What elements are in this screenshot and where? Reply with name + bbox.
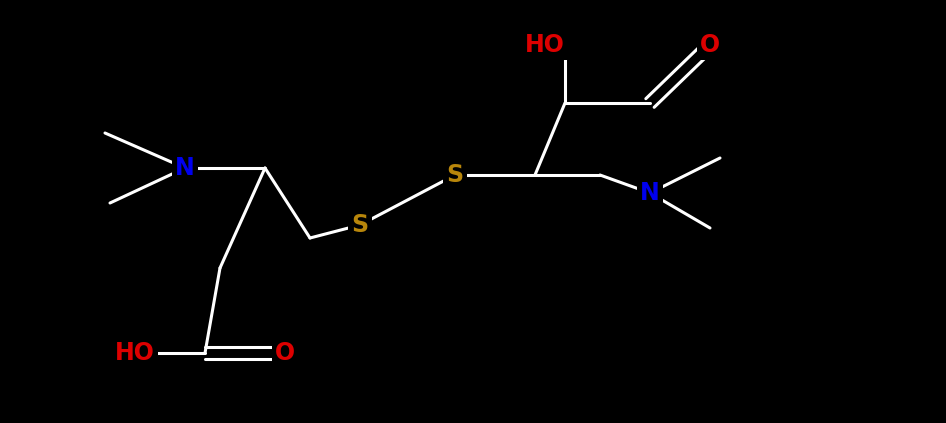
Text: O: O	[275, 341, 295, 365]
Text: S: S	[447, 163, 464, 187]
Text: N: N	[640, 181, 660, 205]
Text: HO: HO	[525, 33, 565, 57]
Text: N: N	[175, 156, 195, 180]
Text: O: O	[700, 33, 720, 57]
Text: HO: HO	[115, 341, 155, 365]
Text: S: S	[351, 213, 369, 237]
